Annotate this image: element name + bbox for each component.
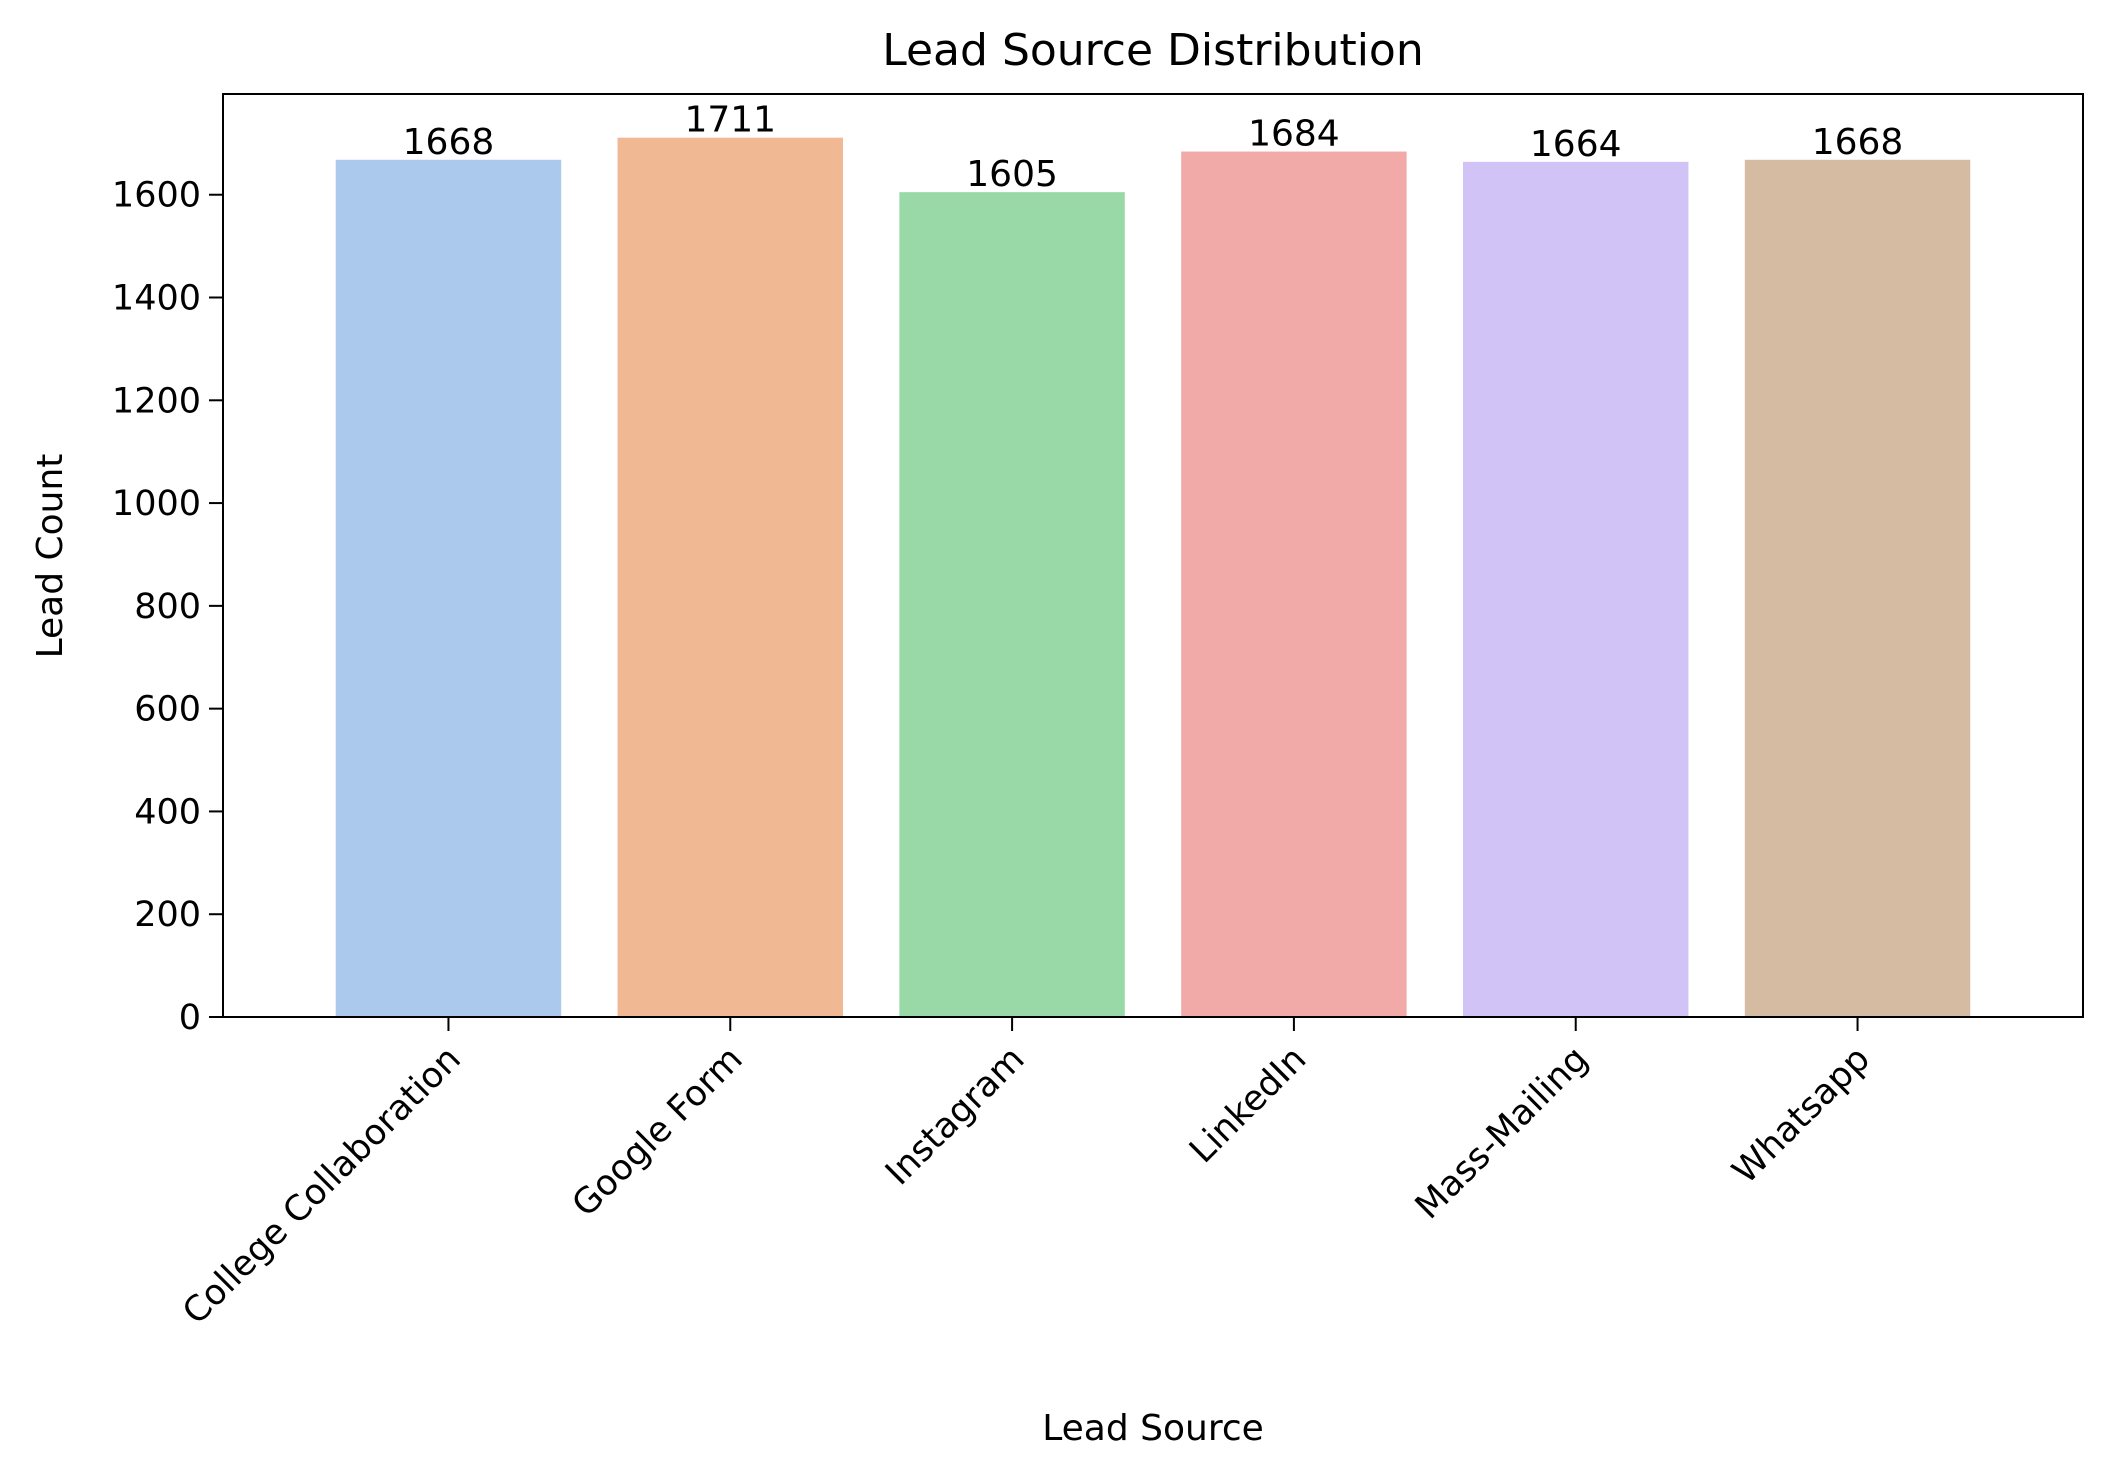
y-tick-label: 1400 — [112, 279, 201, 319]
x-tick-label: Google Form — [565, 1039, 751, 1225]
bar-instagram — [899, 192, 1125, 1017]
bar-mass-mailing — [1463, 161, 1689, 1018]
y-tick-label: 0 — [179, 998, 201, 1038]
y-tick-label: 200 — [134, 895, 201, 935]
x-tick-label: Mass-Mailing — [1408, 1039, 1596, 1227]
x-tick-label: College Collaboration — [175, 1039, 468, 1332]
x-axis-label: Lead Source — [1042, 1408, 1264, 1449]
y-tick-label: 400 — [134, 792, 201, 832]
bar-value-label: 1711 — [684, 100, 776, 141]
chart-title: Lead Source Distribution — [882, 25, 1424, 76]
x-tick-label: LinkedIn — [1182, 1039, 1314, 1171]
bar-value-label: 1668 — [403, 122, 495, 163]
bar-value-label: 1668 — [1812, 122, 1904, 163]
bar-google-form — [617, 137, 843, 1018]
x-tick-label: Whatsapp — [1725, 1039, 1878, 1192]
y-tick-label: 1000 — [112, 484, 201, 524]
bar-college-collaboration — [335, 159, 562, 1017]
bar-value-label: 1684 — [1248, 114, 1340, 155]
value-labels-layer: 1668 1711 1605 1684 1664 1668 — [403, 100, 1904, 195]
bar-value-label: 1664 — [1530, 124, 1622, 165]
bars-layer — [335, 137, 1971, 1018]
x-tick-label: Instagram — [878, 1039, 1032, 1193]
y-tick-label: 800 — [134, 587, 201, 627]
y-tick-label: 1600 — [112, 176, 201, 216]
y-tick-label: 600 — [134, 690, 201, 730]
y-axis: 0 200 400 600 800 1000 1200 1400 1600 — [112, 176, 223, 1038]
bar-value-label: 1605 — [966, 154, 1058, 195]
bar-linkedin — [1181, 151, 1407, 1017]
plot-frame — [222, 93, 2084, 1018]
y-axis-label: Lead Count — [30, 454, 71, 659]
y-tick-label: 1200 — [112, 381, 201, 421]
x-axis: College Collaboration Google Form Instagra… — [175, 1017, 1878, 1333]
bar-whatsapp — [1744, 159, 1971, 1017]
